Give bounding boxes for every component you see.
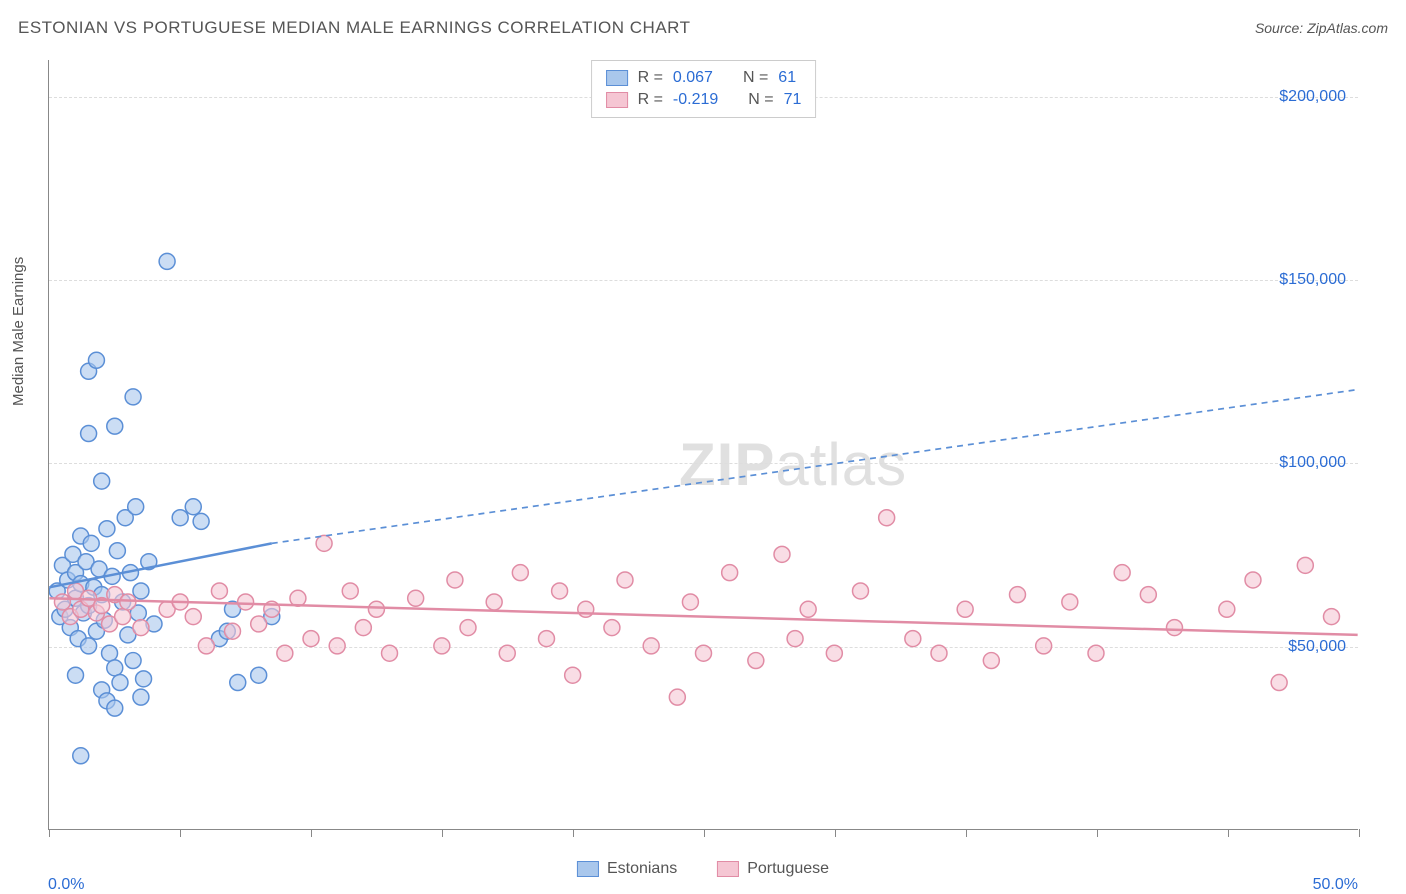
- legend-item-portuguese: Portuguese: [717, 860, 829, 878]
- x-max-label: 50.0%: [1313, 876, 1358, 894]
- legend-item-estonians: Estonians: [577, 860, 677, 878]
- correlation-legend: R = 0.067 N = 61 R = -0.219 N = 71: [591, 60, 817, 118]
- r-value-estonians: 0.067: [673, 69, 713, 87]
- source-prefix: Source:: [1255, 20, 1307, 36]
- series-legend: Estonians Portuguese: [577, 860, 829, 878]
- plot-area: ZIPatlas $50,000$100,000$150,000$200,000…: [48, 60, 1358, 830]
- chart-title: ESTONIAN VS PORTUGUESE MEDIAN MALE EARNI…: [18, 18, 691, 38]
- r-prefix: R =: [638, 91, 663, 109]
- legend-label-portuguese: Portuguese: [747, 860, 829, 878]
- scatter-svg: [49, 60, 1358, 829]
- n-value-portuguese: 71: [784, 91, 802, 109]
- n-prefix: N =: [743, 69, 768, 87]
- r-prefix: R =: [638, 69, 663, 87]
- r-value-portuguese: -0.219: [673, 91, 718, 109]
- source-name: ZipAtlas.com: [1307, 20, 1388, 36]
- x-min-label: 0.0%: [48, 876, 84, 894]
- legend-row-portuguese: R = -0.219 N = 71: [606, 89, 802, 111]
- legend-row-estonians: R = 0.067 N = 61: [606, 67, 802, 89]
- swatch-estonians: [606, 70, 628, 86]
- n-prefix: N =: [748, 91, 773, 109]
- y-axis-label: Median Male Earnings: [10, 257, 27, 406]
- source-attribution: Source: ZipAtlas.com: [1255, 20, 1388, 36]
- swatch-portuguese-bottom: [717, 861, 739, 877]
- swatch-estonians-bottom: [577, 861, 599, 877]
- legend-label-estonians: Estonians: [607, 860, 677, 878]
- swatch-portuguese: [606, 92, 628, 108]
- n-value-estonians: 61: [778, 69, 796, 87]
